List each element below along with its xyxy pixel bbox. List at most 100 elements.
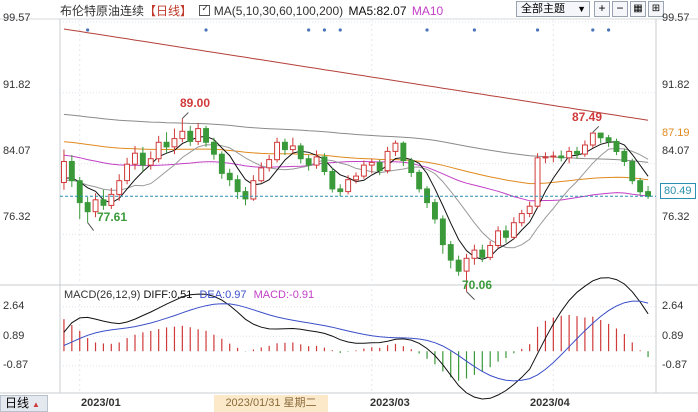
candle-body [574,150,580,155]
candle-body [258,167,265,182]
candle-body [179,130,186,140]
ma30-line [63,154,649,202]
candle-body [424,188,431,204]
macd-tick-right-2: 0.89 [662,330,684,342]
candle-body [582,144,588,155]
candle-body [76,180,83,204]
candle-body [132,152,138,165]
candle-body [645,191,651,197]
macd-tick-right-3: -0.87 [662,359,688,371]
theme-dropdown[interactable]: 全部主题 ▼ [516,1,590,17]
candle-body [432,202,438,220]
ma200-line [63,28,649,121]
ma-checkbox-icon[interactable]: ✓ [199,3,211,16]
low-annotation-2: 70.06 [462,278,493,292]
macd-header: MACD(26,12,9) DIFF:0.51 DEA:0.97 MACD:-0… [64,289,314,301]
price-tick-right-3: 84.07 [662,145,690,157]
macd-tick-right-1: 2.64 [662,300,684,312]
candle-body [408,160,415,174]
ma5-line [63,135,649,260]
candle-body [455,259,462,272]
cursor-date-label: 2023/01/31 星期二 [214,395,328,412]
period-tab[interactable]: 日线 ▲ [0,395,48,412]
candle-body [613,140,620,152]
low-annotation-1: 77.61 [97,210,128,224]
macd-tick-left-2: 0.89 [3,330,25,342]
candle-body [629,161,636,182]
price-tick-right-2: 91.82 [662,79,690,91]
candle-body [84,202,91,213]
candle-body [518,213,525,224]
high1-leader [181,112,189,119]
candle-body [345,179,352,193]
period-tab-label: 日线 [5,396,30,410]
price-tick-left-3: 84.07 [3,145,31,157]
macd-dea: DEA:0.97 [199,289,247,301]
price-tick-right-1: 99.57 [662,12,690,24]
event-marker-icon [591,28,595,32]
candle-body [124,163,130,182]
grid-icon: ▦ [633,3,643,14]
candle-body [155,141,162,160]
candle-body [487,245,494,258]
candle-body [479,249,486,258]
chart-title: 布伦特原油连续 [60,4,145,18]
candle-body [534,157,541,207]
candle-body [147,158,154,166]
candle-body [400,142,407,162]
candle-body [353,175,360,181]
candle-body [313,156,320,166]
candle-body [282,141,288,151]
candle-body [250,180,257,200]
candle-body [297,145,304,160]
candle-body [171,138,178,148]
candle-body [589,132,596,146]
event-marker-icon [472,28,476,32]
candle-body [463,257,470,272]
candle-body [305,158,312,166]
macd-name: MACD(26,12,9) [64,289,141,301]
candle-body [139,152,146,166]
price-tick-left-1: 99.57 [3,12,31,24]
ma-label: MA(5,10,30,60,100,200) [213,4,344,18]
ma10-value: MA10 [411,4,444,18]
x-label-2: 2023/03 [370,397,410,409]
candle-body [61,161,67,183]
candle-body [187,130,194,142]
candle-body [274,141,281,161]
macd-tick-left-1: 2.64 [3,300,25,312]
candle-body [368,161,375,166]
candle-body [392,142,399,152]
candle-body [360,164,367,177]
event-marker-icon [307,28,311,32]
candle-body [92,199,99,213]
high-annotation-2: 87.49 [572,110,603,124]
macd-diff-line [63,277,649,400]
ma100-line [63,113,649,163]
candle-body [266,159,273,169]
candle-body [211,141,217,155]
candle-body [510,222,517,238]
candle-body [163,141,170,148]
price-tick-right-4: 76.32 [662,211,690,223]
candle-body [566,150,573,159]
last-price-badge: 80.49 [660,183,696,199]
zoom-in-button[interactable]: + [594,1,610,17]
expand-icon: ⊞ [651,3,661,14]
ma5-value: MA5:82.07 [348,4,407,18]
candle-body [289,145,296,151]
candle-body [100,199,107,206]
period-label[interactable]: 【日线】 [144,4,193,18]
settings-button[interactable]: ▦ [630,1,646,17]
candle-body [195,128,202,142]
expand-button[interactable]: ⊞ [648,1,664,17]
macd-tick-left-3: -0.87 [3,359,29,371]
price-tick-left-4: 76.32 [3,211,31,223]
event-marker-icon [425,28,429,32]
event-marker-icon [86,28,90,32]
candle-body [226,172,233,181]
zoom-out-button[interactable]: − [612,1,628,17]
candle-body [550,155,557,158]
candle-body [337,188,344,193]
